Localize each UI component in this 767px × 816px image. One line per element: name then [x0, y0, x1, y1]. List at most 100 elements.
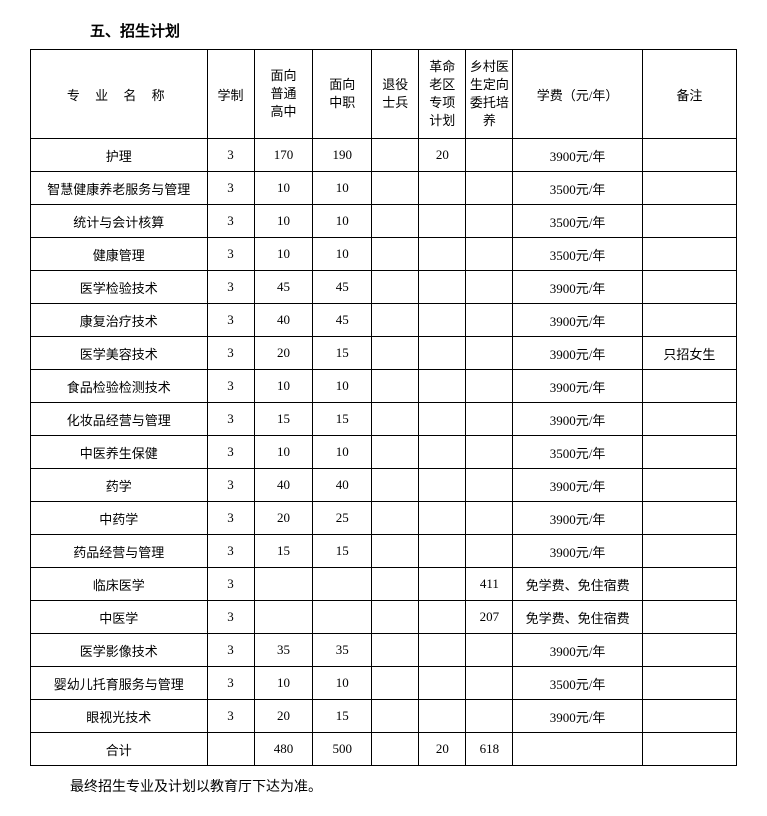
- table-cell: [513, 733, 642, 766]
- table-cell: 康复治疗技术: [31, 304, 208, 337]
- table-cell: [419, 667, 466, 700]
- table-cell: [372, 733, 419, 766]
- table-cell: 40: [254, 469, 313, 502]
- table-cell: 10: [254, 436, 313, 469]
- table-cell: 15: [313, 403, 372, 436]
- table-cell: [642, 304, 736, 337]
- table-cell: 20: [254, 337, 313, 370]
- table-cell: 3500元/年: [513, 667, 642, 700]
- table-cell: 3900元/年: [513, 139, 642, 172]
- table-cell: 医学影像技术: [31, 634, 208, 667]
- table-cell: 10: [254, 667, 313, 700]
- table-cell: [254, 601, 313, 634]
- table-cell: [466, 469, 513, 502]
- table-cell: [419, 205, 466, 238]
- table-cell: [466, 634, 513, 667]
- table-cell: [466, 370, 513, 403]
- table-cell: [372, 139, 419, 172]
- table-row: 医学美容技术320153900元/年只招女生: [31, 337, 737, 370]
- table-cell: 15: [254, 535, 313, 568]
- table-cell: 3500元/年: [513, 436, 642, 469]
- table-cell: 411: [466, 568, 513, 601]
- table-cell: 婴幼儿托育服务与管理: [31, 667, 208, 700]
- table-cell: [372, 568, 419, 601]
- table-cell: 35: [313, 634, 372, 667]
- table-cell: 500: [313, 733, 372, 766]
- table-cell: [372, 304, 419, 337]
- table-cell: 3: [207, 667, 254, 700]
- table-cell: [419, 601, 466, 634]
- table-cell: [466, 271, 513, 304]
- table-cell: 临床医学: [31, 568, 208, 601]
- table-cell: 健康管理: [31, 238, 208, 271]
- table-cell: 40: [254, 304, 313, 337]
- table-row: 婴幼儿托育服务与管理310103500元/年: [31, 667, 737, 700]
- table-cell: 食品检验检测技术: [31, 370, 208, 403]
- table-cell: 医学美容技术: [31, 337, 208, 370]
- table-cell: 3900元/年: [513, 502, 642, 535]
- table-cell: 护理: [31, 139, 208, 172]
- table-cell: 3: [207, 238, 254, 271]
- table-cell: 中医养生保健: [31, 436, 208, 469]
- table-row: 中医学3207免学费、免住宿费: [31, 601, 737, 634]
- col-header-fee: 学费（元/年）: [513, 50, 642, 139]
- table-cell: 20: [254, 502, 313, 535]
- table-cell: [642, 271, 736, 304]
- table-cell: 3: [207, 337, 254, 370]
- table-cell: [419, 370, 466, 403]
- table-cell: 化妆品经营与管理: [31, 403, 208, 436]
- table-cell: 合计: [31, 733, 208, 766]
- table-cell: [642, 370, 736, 403]
- table-cell: [419, 469, 466, 502]
- table-cell: [372, 337, 419, 370]
- table-cell: 45: [254, 271, 313, 304]
- table-cell: 只招女生: [642, 337, 736, 370]
- table-cell: 3: [207, 370, 254, 403]
- enrollment-table: 专 业 名 称 学制 面向普通高中 面向中职 退役士兵 革命老区专项计划 乡村医…: [30, 49, 737, 766]
- col-header-name: 专 业 名 称: [31, 50, 208, 139]
- table-cell: [419, 172, 466, 205]
- table-cell: [372, 667, 419, 700]
- table-cell: 医学检验技术: [31, 271, 208, 304]
- table-cell: [466, 304, 513, 337]
- table-cell: [642, 667, 736, 700]
- table-cell: [642, 238, 736, 271]
- table-cell: [372, 700, 419, 733]
- table-row: 化妆品经营与管理315153900元/年: [31, 403, 737, 436]
- table-cell: [642, 469, 736, 502]
- table-cell: 3500元/年: [513, 238, 642, 271]
- table-cell: [466, 436, 513, 469]
- table-cell: [372, 634, 419, 667]
- table-cell: 10: [313, 205, 372, 238]
- table-cell: 3: [207, 403, 254, 436]
- table-cell: [207, 733, 254, 766]
- table-cell: [419, 700, 466, 733]
- table-cell: 3: [207, 271, 254, 304]
- table-cell: [466, 535, 513, 568]
- table-row: 医学影像技术335353900元/年: [31, 634, 737, 667]
- table-row: 护理3170190203900元/年: [31, 139, 737, 172]
- col-header-bz: 备注: [642, 50, 736, 139]
- table-cell: 40: [313, 469, 372, 502]
- table-cell: 10: [313, 436, 372, 469]
- table-cell: 207: [466, 601, 513, 634]
- table-cell: [466, 172, 513, 205]
- table-row: 合计48050020618: [31, 733, 737, 766]
- table-cell: 3: [207, 601, 254, 634]
- table-cell: 免学费、免住宿费: [513, 601, 642, 634]
- table-cell: [372, 469, 419, 502]
- table-cell: [466, 667, 513, 700]
- table-cell: 10: [254, 205, 313, 238]
- table-cell: 智慧健康养老服务与管理: [31, 172, 208, 205]
- table-cell: 3: [207, 502, 254, 535]
- table-cell: 618: [466, 733, 513, 766]
- col-header-ty: 退役士兵: [372, 50, 419, 139]
- table-cell: 3: [207, 205, 254, 238]
- table-cell: 10: [313, 172, 372, 205]
- table-row: 健康管理310103500元/年: [31, 238, 737, 271]
- table-cell: 15: [313, 700, 372, 733]
- table-cell: 3: [207, 700, 254, 733]
- table-cell: [254, 568, 313, 601]
- table-cell: 45: [313, 304, 372, 337]
- header-row: 专 业 名 称 学制 面向普通高中 面向中职 退役士兵 革命老区专项计划 乡村医…: [31, 50, 737, 139]
